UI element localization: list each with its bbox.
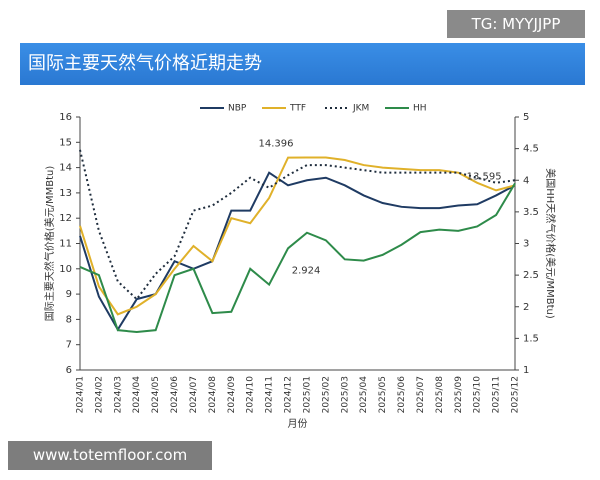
x-tick-label: 2025/12 xyxy=(511,376,521,413)
x-tick-label: 2024/04 xyxy=(132,376,142,414)
x-tick-label: 2025/02 xyxy=(321,376,331,413)
series-line xyxy=(79,156,516,316)
y2-tick-label: 1.5 xyxy=(523,333,539,344)
x-tick-label: 2025/01 xyxy=(302,376,312,413)
x-tick-label: 2025/05 xyxy=(378,376,388,413)
x-tick-label: 2024/03 xyxy=(113,376,123,413)
x-tick-label: 2024/02 xyxy=(94,376,104,413)
y-tick-label: 11 xyxy=(59,239,72,250)
legend-label: JKM xyxy=(352,104,369,114)
x-tick-label: 2024/11 xyxy=(265,376,275,413)
x-tick-label: 2024/06 xyxy=(170,376,180,414)
header-title: 国际主要天然气价格近期走势 xyxy=(20,43,585,85)
x-tick-label: 2025/07 xyxy=(416,376,426,413)
x-tick-label: 2024/10 xyxy=(246,376,256,414)
tag: TG: MYYJJPP xyxy=(447,10,585,38)
x-tick-label: 2024/01 xyxy=(76,376,86,413)
y2-tick-label: 4 xyxy=(523,175,529,186)
y2-tick-label: 2.5 xyxy=(523,270,539,281)
y-tick-label: 8 xyxy=(66,314,72,325)
x-tick-label: 2024/05 xyxy=(151,376,161,413)
series-line xyxy=(79,182,516,334)
y2-tick-label: 4.5 xyxy=(523,144,539,155)
y-tick-label: 10 xyxy=(59,264,72,275)
x-tick-label: 2025/04 xyxy=(359,376,369,414)
annotation: 2.924 xyxy=(292,265,321,276)
y2-axis-label: 美国HH天然气价格(美元/MMBtu) xyxy=(544,168,557,319)
y2-tick-label: 2 xyxy=(523,302,529,313)
y-tick-label: 9 xyxy=(66,289,72,300)
legend-label: HH xyxy=(413,104,427,114)
watermark: www.totemfloor.com xyxy=(8,441,212,470)
y-tick-label: 12 xyxy=(59,213,72,224)
x-tick-label: 2024/12 xyxy=(284,376,294,413)
x-tick-label: 2025/03 xyxy=(340,376,350,413)
x-tick-label: 2024/08 xyxy=(208,376,218,414)
y-tick-label: 15 xyxy=(59,137,72,148)
y2-tick-label: 3.5 xyxy=(523,207,539,218)
x-tick-label: 2024/07 xyxy=(189,376,199,413)
x-tick-label: 2025/09 xyxy=(454,376,464,414)
y-tick-label: 14 xyxy=(59,163,72,174)
x-tick-label: 2025/06 xyxy=(397,376,407,414)
x-tick-label: 2024/09 xyxy=(227,376,237,414)
x-tick-label: 2025/10 xyxy=(473,376,483,414)
y2-tick-label: 5 xyxy=(523,112,529,123)
legend-label: TTF xyxy=(289,104,306,114)
x-axis-label: 月份 xyxy=(288,418,308,430)
series-line xyxy=(79,149,516,301)
legend-label: NBP xyxy=(228,104,247,114)
y-tick-label: 13 xyxy=(59,188,72,199)
y-tick-label: 6 xyxy=(66,365,72,376)
annotation: 13.595 xyxy=(467,171,502,182)
annotation: 14.396 xyxy=(259,139,294,150)
y-tick-label: 16 xyxy=(59,112,72,123)
x-tick-label: 2025/08 xyxy=(435,376,445,414)
series-line xyxy=(79,171,516,332)
y2-tick-label: 1 xyxy=(523,365,529,376)
y-tick-label: 7 xyxy=(66,340,72,351)
y-axis-label: 国际主要天然气价格(美元/MMBtu) xyxy=(43,166,56,322)
x-tick-label: 2025/11 xyxy=(492,376,502,413)
y2-tick-label: 3 xyxy=(523,239,529,250)
